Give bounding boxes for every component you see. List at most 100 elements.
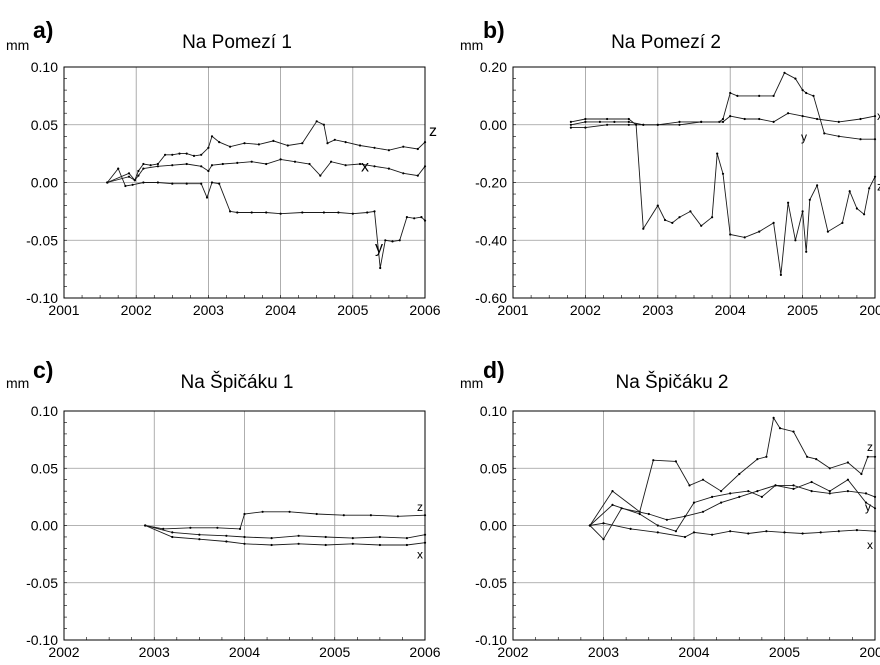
data-point <box>423 541 427 544</box>
series-label: z <box>867 440 873 454</box>
x-tick-label: 2005 <box>337 302 368 318</box>
y-tick-label: -0.10 <box>475 632 507 648</box>
data-point <box>398 239 401 242</box>
data-point <box>324 543 327 547</box>
data-point <box>218 141 221 144</box>
data-point <box>779 273 783 276</box>
data-point <box>823 132 826 135</box>
data-point <box>405 216 408 219</box>
data-point <box>210 135 214 138</box>
series-line-y <box>589 484 876 532</box>
data-point <box>144 524 147 527</box>
data-point <box>293 160 297 163</box>
data-point <box>663 218 667 222</box>
x-tick-label: 2005 <box>769 644 800 660</box>
x-tick-label: 2006 <box>409 302 440 318</box>
data-point <box>602 538 605 541</box>
data-point <box>391 240 394 243</box>
data-point <box>387 167 390 170</box>
data-point <box>156 162 159 166</box>
data-point <box>185 152 188 155</box>
data-point <box>828 467 831 470</box>
data-point <box>229 145 232 148</box>
data-point <box>855 207 859 210</box>
data-point <box>358 162 362 166</box>
data-point <box>369 514 372 517</box>
data-point <box>351 542 354 545</box>
y-tick-label: 0.05 <box>480 460 507 476</box>
x-tick-label: 2003 <box>139 644 170 660</box>
data-point <box>378 535 381 539</box>
data-point <box>133 179 136 182</box>
data-point <box>308 162 311 166</box>
data-point <box>171 153 174 156</box>
data-point <box>236 211 239 214</box>
data-point <box>627 117 630 121</box>
y-tick-label: 0.05 <box>31 460 58 476</box>
series-label: x <box>877 109 880 123</box>
data-point <box>816 184 819 187</box>
panel-a: a) mm Na Pomezí 1 2001 2002 2003 2004 2005 20… <box>6 17 441 318</box>
data-point <box>819 531 822 534</box>
data-point <box>205 196 209 199</box>
data-point <box>805 91 808 95</box>
series-line-z <box>589 416 875 526</box>
data-point <box>322 211 325 214</box>
plot-area: 2001 2002 2003 2004 2005 2006 0.20 0.00 -0.20 -0.… <box>475 59 880 318</box>
series-line-z <box>570 118 876 275</box>
data-point <box>272 139 275 142</box>
data-point <box>207 146 210 149</box>
series-line-x <box>107 158 426 183</box>
data-point <box>210 164 214 167</box>
data-point <box>665 518 669 521</box>
y-tick-label: -0.10 <box>26 290 58 306</box>
data-point <box>322 123 325 126</box>
series-line-x <box>589 522 876 538</box>
x-tick-label: 2004 <box>265 302 296 318</box>
data-point <box>692 531 696 534</box>
data-point <box>373 210 376 213</box>
data-point <box>405 543 408 547</box>
data-point <box>720 501 723 504</box>
data-point <box>185 162 188 166</box>
data-point <box>171 182 174 185</box>
panel-letter: c) <box>33 357 53 383</box>
series-line-unnamed <box>589 479 876 540</box>
data-point <box>711 533 714 536</box>
data-point <box>711 495 714 498</box>
data-point <box>337 211 340 214</box>
data-point <box>225 534 228 537</box>
y-tick-label: -0.60 <box>475 290 507 306</box>
data-point <box>647 512 650 516</box>
data-point <box>342 514 345 517</box>
data-point <box>873 175 877 178</box>
data-point <box>387 149 390 152</box>
data-point <box>678 120 681 123</box>
data-point <box>774 484 777 487</box>
data-point <box>671 221 674 224</box>
series-label: z <box>417 500 423 514</box>
data-point <box>868 187 871 190</box>
data-point <box>689 210 692 213</box>
data-point <box>210 181 214 184</box>
plot-frame <box>512 410 876 641</box>
data-point <box>569 123 573 126</box>
data-point <box>841 221 844 224</box>
data-point <box>402 172 405 175</box>
x-tick-label: 2003 <box>588 644 619 660</box>
plot-area: 2001 2002 2003 2004 2005 2006 0.10 0.05 0.00 -0.0… <box>26 59 441 318</box>
data-point <box>162 527 165 531</box>
x-tick-label: 2001 <box>48 302 79 318</box>
y-tick-label: -0.05 <box>475 575 507 591</box>
series-label: x <box>867 538 873 552</box>
data-point <box>873 455 877 458</box>
data-point <box>588 524 592 527</box>
x-tick-label: 2006 <box>409 644 440 660</box>
data-point <box>584 117 587 121</box>
data-point <box>366 211 369 214</box>
data-point <box>846 490 850 493</box>
x-tick-label: 2004 <box>678 644 709 660</box>
series-label: x <box>417 548 423 562</box>
data-point <box>806 455 809 458</box>
data-point <box>297 542 300 545</box>
